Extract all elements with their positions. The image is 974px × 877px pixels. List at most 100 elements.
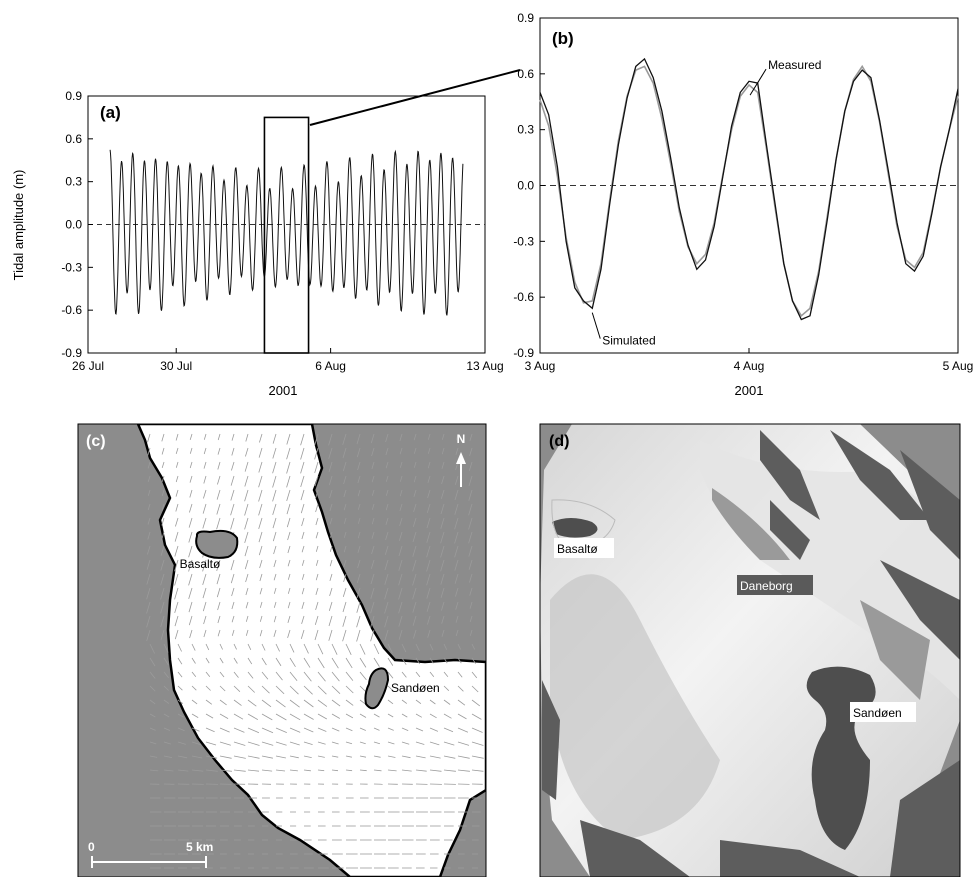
current-vector — [345, 713, 354, 719]
current-vector — [329, 517, 333, 525]
current-vector — [259, 573, 263, 582]
current-vector — [289, 755, 299, 759]
current-vector — [245, 601, 249, 609]
current-vector — [149, 699, 156, 705]
current-vector — [371, 447, 375, 457]
current-vector — [273, 587, 277, 594]
current-vector — [385, 475, 389, 482]
current-vector — [146, 587, 151, 600]
current-vector — [329, 545, 333, 552]
current-vector — [357, 559, 361, 569]
panel-d-label: (d) — [549, 433, 569, 450]
current-vector — [317, 685, 327, 695]
sandoen-map-label: Sandøen — [391, 681, 440, 695]
current-vector — [230, 517, 235, 530]
current-vector — [147, 475, 151, 483]
current-vector — [303, 713, 314, 720]
current-vector — [286, 447, 291, 460]
current-vector — [189, 447, 193, 454]
current-vector — [343, 573, 347, 583]
current-vector — [300, 629, 305, 640]
current-vector — [401, 643, 407, 653]
current-vector — [247, 741, 260, 746]
current-vector — [174, 559, 179, 572]
panel-b-xlabel: 2001 — [735, 383, 764, 398]
current-vector — [359, 671, 367, 681]
current-vector — [443, 699, 451, 705]
current-vector — [219, 713, 229, 719]
current-vector — [163, 727, 171, 731]
current-vector — [163, 769, 174, 772]
current-vector — [469, 447, 473, 457]
current-vector — [399, 475, 403, 482]
north-arrow-icon — [456, 452, 466, 487]
current-vector — [259, 615, 263, 622]
current-vector — [286, 489, 291, 502]
current-vector — [286, 475, 291, 488]
current-vector — [371, 517, 375, 525]
current-vector — [275, 741, 287, 746]
current-vector — [401, 713, 408, 718]
current-vector — [371, 503, 375, 510]
scale-start-label: 0 — [88, 840, 95, 854]
ytick-label: 0.3 — [65, 175, 82, 189]
current-vector — [370, 601, 375, 614]
current-vector — [177, 755, 188, 759]
current-vector — [329, 489, 333, 499]
current-vector — [315, 545, 319, 552]
current-vector — [454, 545, 459, 558]
panel-a-chart: -0.9 -0.6 -0.3 0.0 0.3 0.6 0.9 26 Jul 30 Jul 6 A… — [11, 89, 504, 398]
current-vector — [317, 713, 327, 720]
measured-annotation-leader — [749, 68, 767, 96]
current-vector — [205, 671, 211, 677]
current-vector — [273, 573, 277, 581]
ytick-label: 0.0 — [65, 218, 82, 232]
current-vector — [385, 503, 389, 511]
current-vector — [244, 517, 249, 530]
current-vector — [342, 461, 347, 472]
panel-d-frame — [539, 423, 961, 877]
current-vector — [454, 573, 459, 584]
current-vector — [331, 699, 341, 707]
current-vector — [219, 741, 231, 746]
current-vector — [440, 517, 445, 529]
scale-end-label: 5 km — [186, 840, 213, 854]
current-vector — [455, 447, 459, 456]
current-vector — [387, 727, 394, 731]
current-vector — [385, 447, 389, 456]
current-vector — [471, 685, 479, 693]
current-vector — [457, 685, 464, 692]
xtick-label: 30 Jul — [160, 359, 192, 373]
current-vector — [441, 629, 445, 637]
current-vector — [286, 503, 291, 515]
current-vector — [301, 615, 305, 625]
current-vector — [401, 657, 407, 665]
current-vector — [233, 643, 237, 650]
current-vector — [231, 615, 235, 623]
current-vector — [441, 615, 445, 624]
current-vector — [443, 755, 456, 759]
current-vector — [331, 727, 340, 732]
zoom-connector-line — [309, 69, 521, 126]
current-vector — [203, 433, 207, 440]
current-vector — [359, 769, 367, 772]
current-vector — [147, 461, 151, 469]
current-vector — [401, 755, 411, 759]
current-vector — [315, 559, 319, 566]
current-vector — [314, 629, 319, 641]
current-vector — [300, 489, 305, 501]
current-vector — [427, 629, 431, 638]
current-vector — [205, 727, 215, 733]
current-vector — [203, 461, 207, 469]
current-vector — [457, 657, 462, 664]
current-vector — [328, 629, 333, 641]
current-vector — [315, 517, 319, 526]
current-vector — [244, 503, 249, 516]
current-vector — [441, 475, 445, 485]
current-vector — [373, 755, 381, 758]
current-vector — [371, 475, 375, 483]
ytick-label: -0.9 — [61, 346, 82, 360]
current-vector — [468, 559, 473, 570]
current-vector — [357, 531, 361, 539]
current-vector — [317, 699, 328, 707]
